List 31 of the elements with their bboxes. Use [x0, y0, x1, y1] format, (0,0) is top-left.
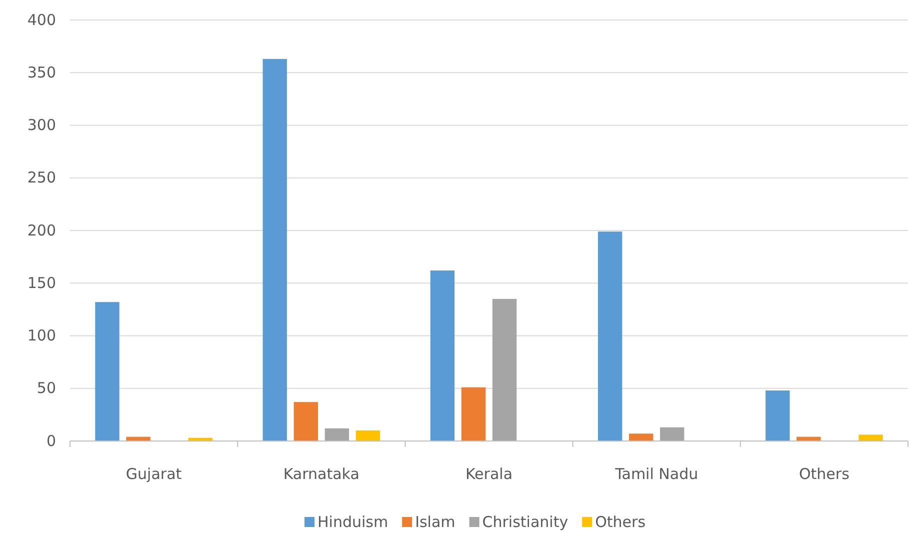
- y-tick-label: 300: [27, 116, 56, 134]
- legend-label: Christianity: [482, 513, 568, 531]
- y-tick-label: 350: [27, 63, 56, 82]
- bar: [858, 434, 883, 441]
- y-tick-label: 150: [27, 274, 56, 292]
- y-tick-label: 50: [36, 379, 56, 398]
- x-tick-label: Kerala: [465, 465, 513, 483]
- y-tick-label: 0: [46, 432, 56, 450]
- bar: [598, 232, 622, 441]
- bar: [430, 270, 455, 441]
- x-tick-label: Others: [798, 465, 850, 483]
- x-tick-label: Gujarat: [126, 465, 182, 483]
- bar: [628, 434, 654, 441]
- y-tick-label: 400: [27, 10, 56, 29]
- bar: [356, 430, 380, 441]
- bar: [492, 298, 517, 441]
- bar: [766, 390, 790, 441]
- legend-label: Islam: [415, 513, 456, 531]
- bar: [95, 302, 120, 441]
- x-tick-label: Tamil Nadu: [614, 465, 698, 483]
- bar: [461, 387, 486, 441]
- legend-label: Hinduism: [317, 513, 388, 531]
- x-tick-label: Karnataka: [283, 465, 360, 483]
- y-tick-label: 100: [27, 326, 56, 345]
- bar: [324, 428, 350, 441]
- bar: [262, 58, 287, 441]
- y-tick-label: 200: [27, 221, 56, 240]
- bar: [660, 427, 684, 441]
- y-tick-label: 250: [27, 168, 56, 187]
- legend-label: Others: [595, 513, 646, 531]
- bar: [294, 402, 318, 441]
